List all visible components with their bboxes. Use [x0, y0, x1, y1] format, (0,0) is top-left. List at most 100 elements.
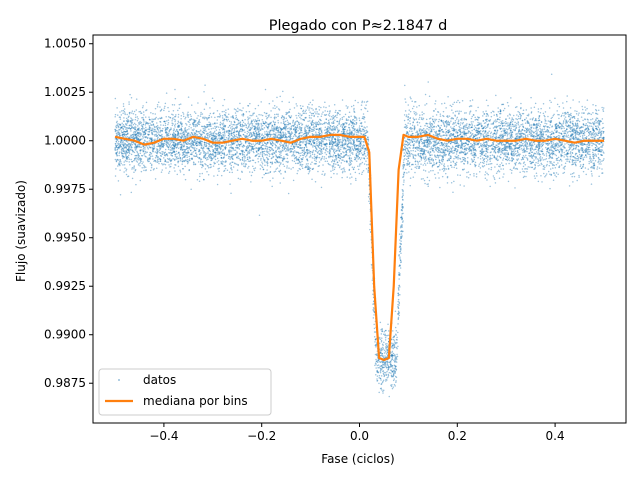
data-point: [434, 158, 437, 161]
data-point: [497, 136, 499, 139]
data-point: [495, 172, 498, 175]
data-point: [253, 125, 255, 127]
data-point: [247, 152, 249, 154]
data-point: [163, 120, 166, 123]
data-point: [227, 126, 230, 129]
data-point: [560, 153, 562, 156]
data-point: [355, 179, 357, 181]
data-point: [183, 136, 185, 139]
data-point: [397, 331, 399, 334]
data-point: [137, 154, 140, 157]
data-point: [224, 114, 227, 116]
data-point: [328, 137, 330, 139]
data-point: [255, 115, 258, 117]
data-point: [423, 156, 425, 158]
data-point: [399, 245, 401, 247]
data-point: [573, 148, 575, 150]
data-point: [374, 364, 376, 367]
data-point: [539, 150, 541, 152]
data-point: [281, 128, 283, 130]
data-point: [270, 153, 273, 155]
data-point: [122, 133, 124, 136]
data-point: [543, 172, 545, 175]
data-point: [265, 115, 267, 117]
data-point: [542, 131, 545, 133]
data-point: [218, 152, 220, 155]
data-point: [383, 331, 386, 333]
data-point: [192, 143, 195, 146]
data-point: [259, 164, 262, 166]
data-point: [174, 130, 177, 133]
data-point: [124, 142, 126, 145]
data-point: [512, 114, 515, 117]
data-point: [400, 209, 403, 211]
data-point: [468, 113, 471, 115]
data-point: [295, 142, 298, 144]
data-point: [170, 141, 173, 143]
data-point: [230, 123, 232, 125]
data-point: [602, 109, 604, 111]
data-point: [587, 121, 589, 123]
data-point: [550, 133, 553, 135]
data-point: [167, 146, 169, 148]
data-point: [197, 122, 200, 124]
data-point: [182, 111, 184, 114]
data-point: [360, 137, 363, 140]
data-point: [325, 139, 328, 141]
data-point: [249, 114, 251, 117]
data-point: [357, 145, 360, 147]
data-point: [408, 171, 410, 173]
data-point: [172, 148, 174, 151]
data-point: [577, 114, 580, 116]
data-point: [260, 126, 263, 128]
data-point: [526, 129, 529, 132]
data-point: [271, 153, 274, 156]
data-point: [373, 336, 376, 338]
data-point: [287, 145, 289, 147]
data-point: [405, 101, 407, 103]
data-point: [190, 126, 192, 129]
data-point: [144, 133, 146, 135]
data-point: [573, 115, 576, 118]
data-point: [330, 170, 332, 172]
data-point: [495, 144, 497, 146]
data-point: [592, 156, 595, 158]
data-point: [242, 114, 245, 116]
data-point: [295, 114, 297, 117]
data-point: [556, 103, 559, 106]
data-point: [167, 132, 170, 135]
data-point: [440, 142, 442, 144]
data-point: [351, 176, 353, 178]
data-point: [423, 162, 426, 165]
data-point: [479, 123, 481, 126]
data-point: [487, 135, 490, 137]
data-point: [199, 175, 201, 178]
data-point: [294, 142, 296, 144]
data-point: [484, 145, 486, 147]
data-point: [117, 159, 120, 161]
data-point: [271, 157, 273, 159]
data-point: [352, 104, 355, 107]
data-point: [596, 120, 599, 123]
data-point: [224, 133, 226, 135]
data-point: [282, 149, 284, 152]
data-point: [159, 117, 161, 119]
data-point: [163, 157, 165, 159]
data-point: [408, 109, 410, 111]
data-point: [534, 119, 536, 122]
data-point: [281, 134, 283, 137]
data-point: [396, 341, 398, 344]
data-point: [441, 175, 444, 178]
data-point: [172, 131, 175, 134]
data-point: [222, 104, 224, 107]
data-point: [576, 127, 578, 129]
data-point: [285, 144, 287, 146]
data-point: [384, 334, 386, 337]
data-point: [381, 352, 383, 355]
data-point: [573, 143, 575, 146]
data-point: [520, 107, 522, 110]
data-point: [156, 156, 159, 159]
data-point: [483, 136, 485, 138]
data-point: [365, 104, 367, 106]
data-point: [149, 157, 151, 160]
